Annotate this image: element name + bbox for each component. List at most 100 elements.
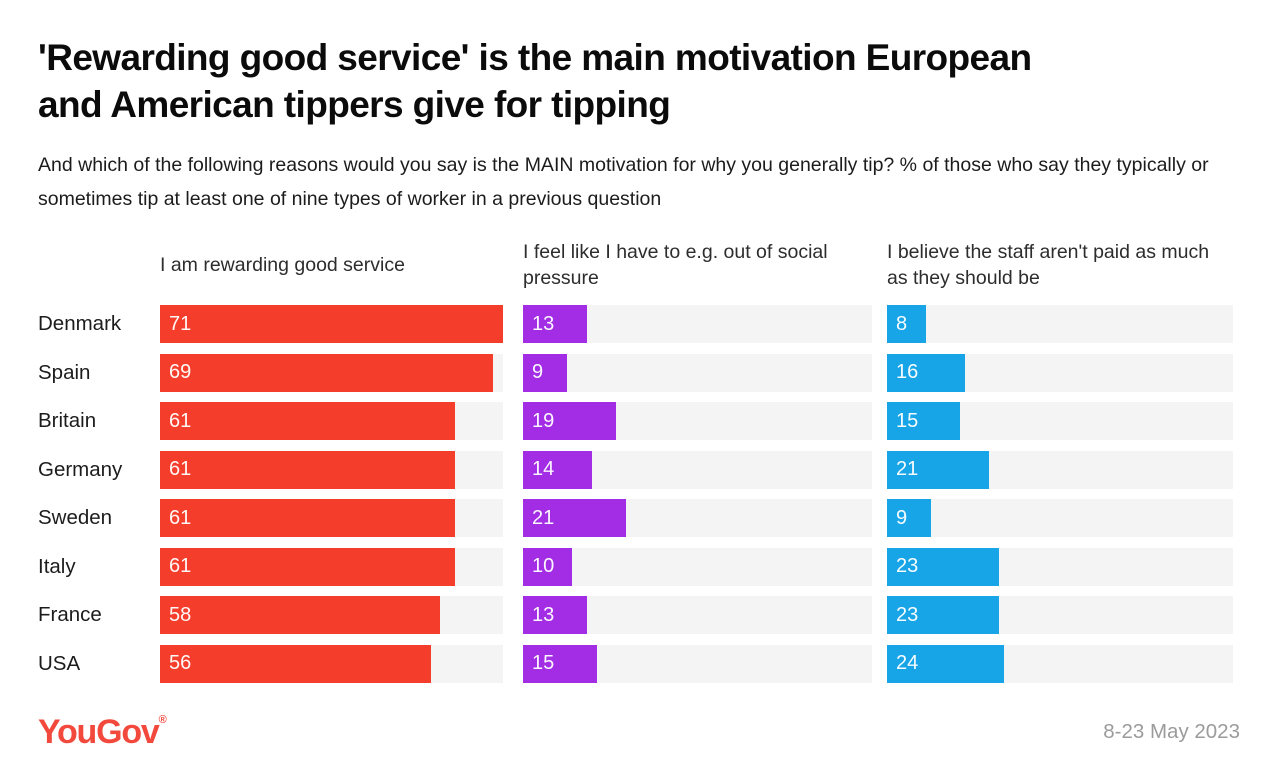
chart-row-sweden: Sweden 61 21 9 <box>38 499 1240 537</box>
country-label: Spain <box>38 360 91 384</box>
bar-reward-good-service: 69 <box>160 353 494 392</box>
bar-reward-good-service: 61 <box>160 402 455 440</box>
bar-value-label: 19 <box>532 409 555 432</box>
bar-social-pressure: 13 <box>523 305 587 343</box>
bar-staff-pay: 21 <box>887 450 990 489</box>
bar-track-social-pressure: 21 <box>523 499 872 537</box>
bar-track-reward-good-service: 61 <box>160 499 503 537</box>
bar-track-social-pressure: 13 <box>523 596 872 634</box>
fieldwork-dates: 8-23 May 2023 <box>1103 719 1240 743</box>
bar-track-reward-good-service: 61 <box>160 547 503 586</box>
bar-track-social-pressure: 13 <box>523 305 872 343</box>
bar-track-staff-pay: 15 <box>887 402 1233 440</box>
bar-staff-pay: 8 <box>887 305 926 343</box>
bar-social-pressure: 14 <box>523 450 592 489</box>
bar-social-pressure: 21 <box>523 499 627 537</box>
bar-track-staff-pay: 23 <box>887 547 1233 586</box>
bar-reward-good-service: 61 <box>160 547 455 586</box>
bar-value-label: 13 <box>532 312 555 335</box>
bar-value-label: 61 <box>169 555 192 577</box>
bar-value-label: 8 <box>896 312 908 335</box>
bar-staff-pay: 24 <box>887 644 1004 683</box>
bar-value-label: 9 <box>532 361 544 383</box>
footer: YouGov® 8-23 May 2023 <box>38 712 1240 751</box>
bar-value-label: 9 <box>896 506 908 529</box>
bar-value-label: 23 <box>896 603 919 626</box>
bar-value-label: 71 <box>169 312 192 335</box>
chart-subtitle: And which of the following reasons would… <box>38 154 1209 210</box>
bar-value-label: 16 <box>896 361 919 383</box>
bar-track-reward-good-service: 69 <box>160 353 503 392</box>
chart-row-italy: Italy 61 10 23 <box>38 547 1240 586</box>
bar-track-social-pressure: 15 <box>523 644 872 683</box>
country-label: Italy <box>38 554 76 578</box>
bar-track-staff-pay: 24 <box>887 644 1233 683</box>
registered-trademark-symbol: ® <box>158 713 167 726</box>
bar-reward-good-service: 61 <box>160 450 455 489</box>
bar-value-label: 58 <box>169 603 192 626</box>
bar-staff-pay: 23 <box>887 596 1000 634</box>
country-label: Germany <box>38 457 123 481</box>
bar-social-pressure: 15 <box>523 644 597 683</box>
bar-value-label: 21 <box>896 458 919 480</box>
bar-track-staff-pay: 21 <box>887 450 1233 489</box>
bar-reward-good-service: 61 <box>160 499 455 537</box>
bar-value-label: 10 <box>532 555 555 577</box>
bar-staff-pay: 15 <box>887 402 961 440</box>
chart-rows: Denmark 71 13 8 Spain 69 9 16 Britain 61 19 15 Germa… <box>38 305 1240 683</box>
country-label: France <box>38 603 102 626</box>
bar-value-label: 61 <box>169 458 192 480</box>
bar-value-label: 24 <box>896 652 919 674</box>
bar-reward-good-service: 58 <box>160 596 441 634</box>
chart-title: 'Rewarding good service' is the main mot… <box>38 37 1032 125</box>
bar-value-label: 56 <box>169 652 192 674</box>
bar-value-label: 23 <box>896 555 919 577</box>
country-label: Britain <box>38 409 97 432</box>
bar-staff-pay: 23 <box>887 547 1000 586</box>
bar-track-reward-good-service: 71 <box>160 305 503 343</box>
bar-value-label: 15 <box>896 409 919 432</box>
bar-social-pressure: 19 <box>523 402 617 440</box>
chart-row-britain: Britain 61 19 15 <box>38 402 1240 440</box>
chart-row-france: France 58 13 23 <box>38 596 1240 634</box>
bar-track-reward-good-service: 58 <box>160 596 503 634</box>
bar-value-label: 14 <box>532 458 555 480</box>
country-label: Denmark <box>38 312 122 335</box>
bar-social-pressure: 10 <box>523 547 573 586</box>
bar-social-pressure: 13 <box>523 596 587 634</box>
country-label: USA <box>38 651 81 675</box>
bar-track-staff-pay: 9 <box>887 499 1233 537</box>
bar-staff-pay: 16 <box>887 353 965 392</box>
bar-track-staff-pay: 8 <box>887 305 1233 343</box>
chart-row-spain: Spain 69 9 16 <box>38 353 1240 392</box>
bar-track-social-pressure: 19 <box>523 402 872 440</box>
country-label: Sweden <box>38 506 113 529</box>
bar-value-label: 61 <box>169 506 192 529</box>
column-header-reward-good-service: I am rewarding good service <box>160 254 405 276</box>
bar-social-pressure: 9 <box>523 353 568 392</box>
bar-track-staff-pay: 23 <box>887 596 1233 634</box>
bar-staff-pay: 9 <box>887 499 931 537</box>
bar-track-reward-good-service: 56 <box>160 644 503 683</box>
bar-value-label: 13 <box>532 603 555 626</box>
yougov-logo-text: YouGov <box>38 712 160 751</box>
column-header-staff-pay: I believe the staff aren't paid as much … <box>887 241 1210 289</box>
bar-reward-good-service: 71 <box>160 305 503 343</box>
bar-value-label: 61 <box>169 409 192 432</box>
bar-value-label: 15 <box>532 652 555 674</box>
column-header-social-pressure: I feel like I have to e.g. out of social… <box>523 241 828 289</box>
chart-row-denmark: Denmark 71 13 8 <box>38 305 1240 343</box>
bar-track-reward-good-service: 61 <box>160 450 503 489</box>
bar-value-label: 21 <box>532 506 555 529</box>
bar-track-social-pressure: 9 <box>523 353 872 392</box>
bar-track-reward-good-service: 61 <box>160 402 503 440</box>
chart-row-germany: Germany 61 14 21 <box>38 450 1240 489</box>
yougov-logo: YouGov® <box>38 712 167 751</box>
bar-track-social-pressure: 10 <box>523 547 872 586</box>
chart-row-usa: USA 56 15 24 <box>38 644 1240 683</box>
bar-track-staff-pay: 16 <box>887 353 1233 392</box>
column-headers: I am rewarding good service I feel like … <box>38 238 1240 292</box>
bar-reward-good-service: 56 <box>160 644 431 683</box>
bar-track-social-pressure: 14 <box>523 450 872 489</box>
